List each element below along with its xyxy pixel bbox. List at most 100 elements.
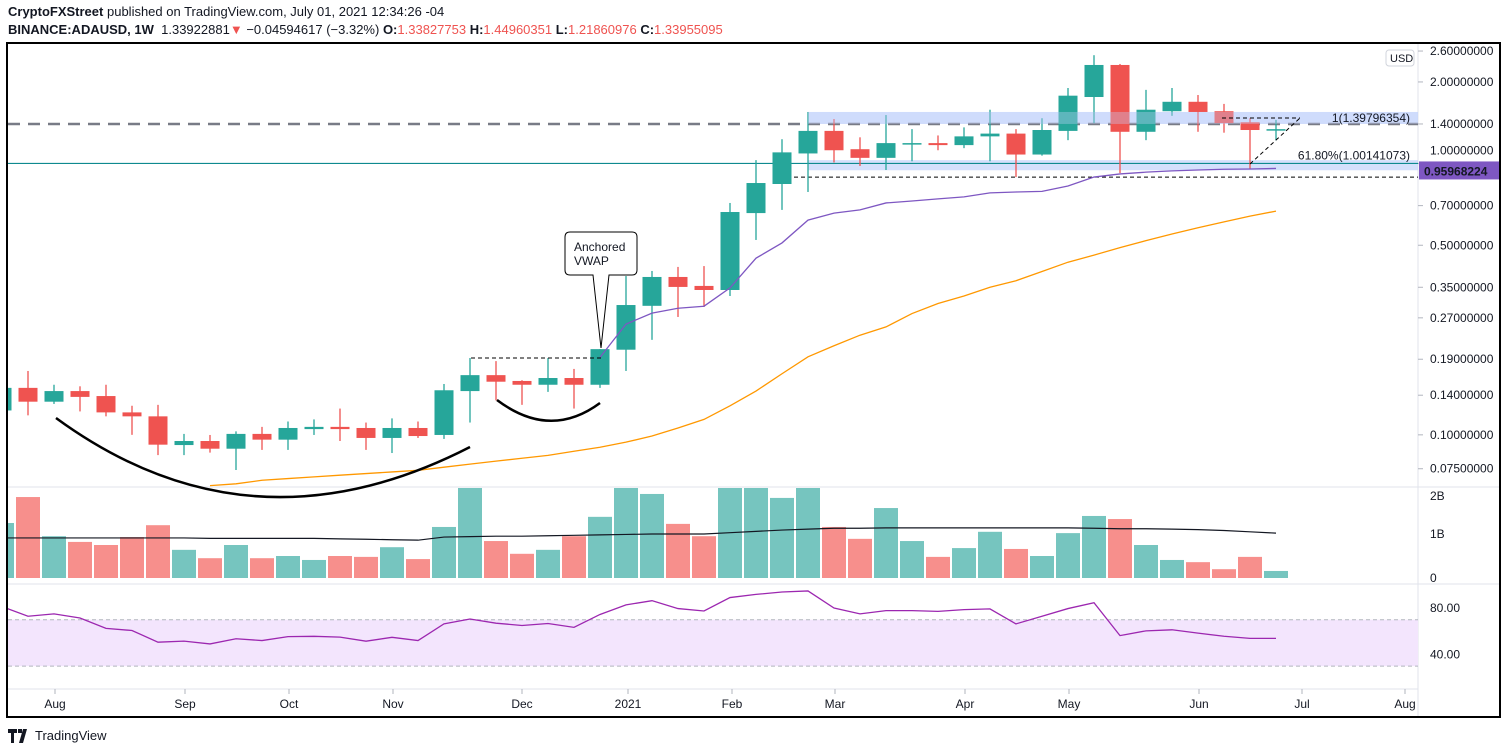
price-tick-label: 0.19000000 (1430, 352, 1494, 366)
candle-body (434, 390, 454, 435)
candle-body (1006, 133, 1026, 155)
rsi-band (8, 619, 1418, 667)
candle-body (980, 133, 1000, 137)
time-tick-label: Nov (382, 697, 403, 711)
price-tick-label: 1.40000000 (1430, 117, 1494, 131)
volume-bar (68, 541, 92, 578)
candle-body (486, 375, 506, 382)
candle-body (616, 305, 636, 350)
volume-bar (224, 545, 248, 578)
volume-bar (692, 536, 716, 578)
candle-body (174, 441, 194, 446)
candle-body (304, 426, 324, 430)
volume-bar (8, 523, 14, 578)
low-label: L: (555, 22, 569, 37)
candle-body (694, 285, 714, 290)
volume-bar (614, 488, 638, 578)
volume-bar (250, 558, 274, 578)
candle-body (8, 387, 12, 411)
volume-ma-line (8, 527, 1277, 541)
candle-body (226, 433, 246, 449)
symbol-line: BINANCE:ADAUSD, 1W 1.33922881▼ −0.045946… (8, 22, 723, 37)
volume-bar (94, 545, 118, 578)
candle-body (1136, 109, 1156, 132)
volume-bar (770, 497, 794, 578)
candle-body (408, 427, 428, 437)
price-change: −0.04594617 (−3.32%) (246, 22, 380, 37)
low-value: 1.21860976 (568, 22, 637, 37)
close-value: 1.33955095 (654, 22, 723, 37)
volume-bar (458, 488, 482, 578)
volume-bar (328, 556, 352, 578)
frame (6, 42, 1501, 718)
candle-body (252, 433, 272, 440)
current-value-label: 0.95968224 (1424, 164, 1488, 178)
volume-bar (198, 558, 222, 578)
candle-body (746, 183, 766, 214)
candle-body (564, 378, 584, 385)
published-text: published on TradingView.com, July 01, 2… (106, 4, 445, 19)
callout-line-2: VWAP (574, 254, 609, 268)
resistance-zone-overlay (808, 111, 1418, 124)
candle-body (798, 130, 818, 154)
close-label: C: (640, 22, 655, 37)
candle-body (824, 130, 844, 151)
candle-body (148, 416, 168, 445)
candle-body (1266, 129, 1286, 131)
price-tick-label: 1.00000000 (1430, 144, 1494, 158)
candle-body (70, 391, 90, 397)
candle-body (382, 427, 402, 438)
volume-bar (302, 559, 326, 578)
candles (8, 55, 1418, 470)
moving-average-line (209, 210, 1277, 487)
price-tick-label: 0.70000000 (1430, 199, 1494, 213)
rsi-line (8, 590, 1276, 645)
price-tick-label: 0.35000000 (1430, 280, 1494, 294)
time-tick-label: Feb (722, 697, 743, 711)
publish-line: CryptoFXStreet published on TradingView.… (8, 4, 444, 19)
triangle-down-icon: ▼ (229, 22, 243, 37)
volume-bar (406, 559, 430, 578)
candle-body (1032, 130, 1052, 155)
fib-100-label: 1(1.39796354) (1332, 111, 1410, 125)
volume-bar (354, 556, 378, 578)
volume-bar (900, 541, 924, 578)
candle-body (1110, 64, 1130, 132)
volume-bar (1212, 569, 1236, 578)
candle-body (96, 396, 116, 413)
open-value: 1.33827753 (397, 22, 467, 37)
volume-bar (1108, 519, 1132, 578)
candle-body (720, 212, 740, 290)
candle-body (850, 149, 870, 158)
last-price: 1.33922881 (161, 22, 230, 37)
candle-body (902, 143, 922, 145)
candle-body (330, 426, 350, 430)
candle-body (512, 380, 532, 385)
candle-body (668, 276, 688, 287)
volume-bar (1134, 545, 1158, 578)
candle-body (18, 387, 38, 402)
candle-body (928, 143, 948, 146)
candle-body (538, 378, 558, 385)
footer-logo-text: TradingView (35, 728, 107, 743)
current-value-tag (1419, 161, 1499, 180)
volume-bar (510, 553, 534, 578)
candle-body (1214, 111, 1234, 124)
volume-bars (8, 488, 1288, 578)
candle-body (122, 412, 142, 417)
volume-bar (796, 488, 820, 578)
high-value: 1.44960351 (483, 22, 553, 37)
callout-line-1: Anchored (574, 240, 625, 254)
rsi-tick-label: 40.00 (1430, 648, 1460, 662)
volume-bar (1264, 570, 1288, 578)
anchored-vwap-line (599, 167, 1277, 358)
candle-body (1084, 64, 1104, 98)
volume-bar (718, 488, 742, 578)
support-zone (808, 160, 1418, 171)
volume-bar (1056, 533, 1080, 578)
price-tick-label: 0.07500000 (1430, 462, 1494, 476)
publisher-name[interactable]: CryptoFXStreet (8, 4, 104, 19)
price-tick-label: 0.14000000 (1430, 388, 1494, 402)
price-tick-label: 2.60000000 (1430, 44, 1494, 58)
